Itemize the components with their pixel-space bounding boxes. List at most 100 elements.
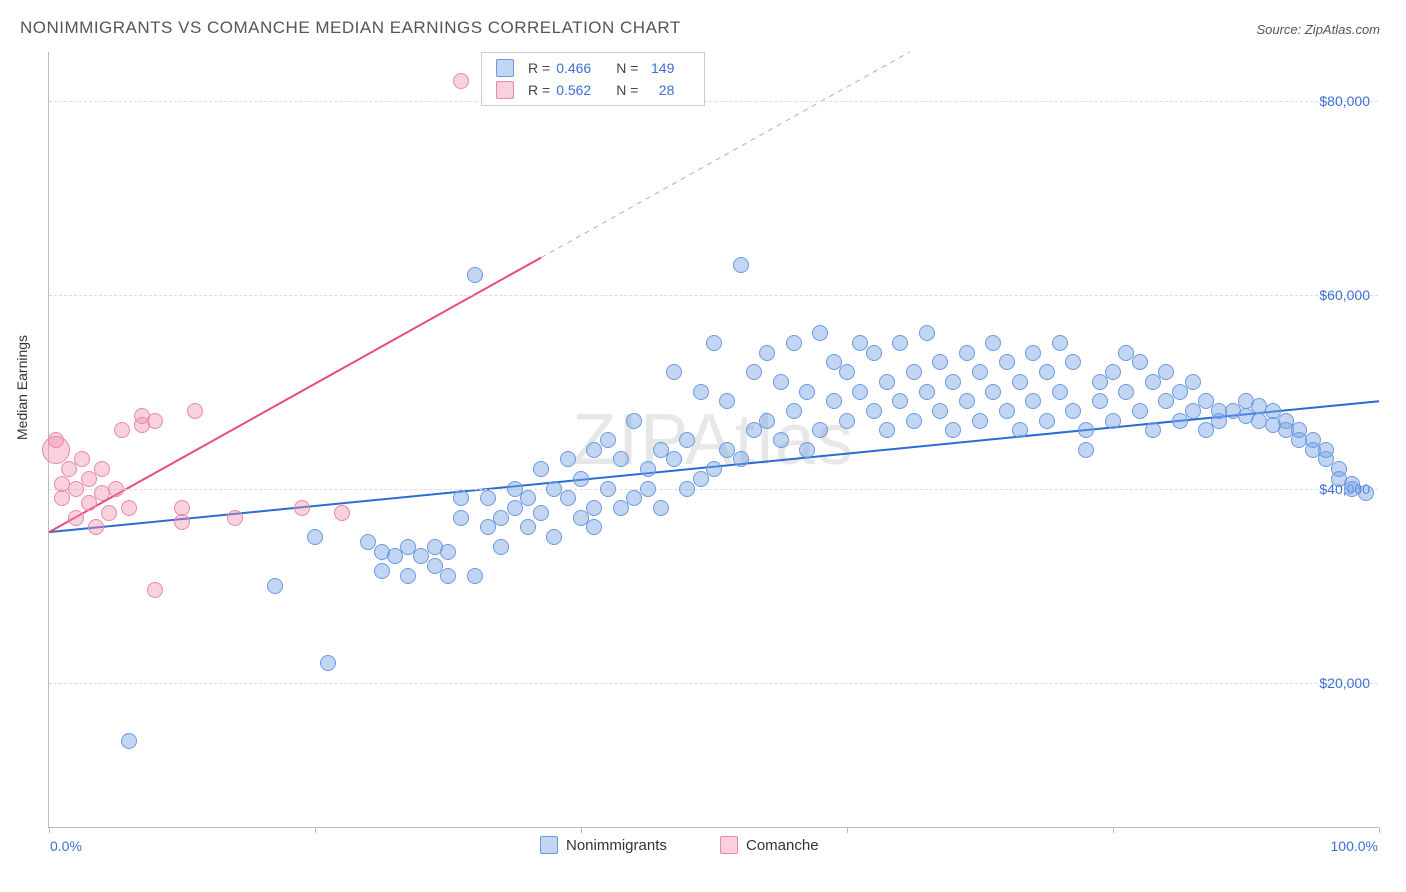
- scatter-point: [879, 422, 895, 438]
- scatter-point: [999, 403, 1015, 419]
- legend-swatch-icon: [496, 81, 514, 99]
- scatter-point: [759, 413, 775, 429]
- scatter-point: [773, 432, 789, 448]
- scatter-point: [640, 461, 656, 477]
- x-tick: [1113, 827, 1114, 833]
- scatter-point: [307, 529, 323, 545]
- gridline: [49, 683, 1378, 684]
- scatter-point: [666, 364, 682, 380]
- x-tick: [847, 827, 848, 833]
- scatter-point: [945, 374, 961, 390]
- scatter-point: [1132, 354, 1148, 370]
- scatter-point: [799, 384, 815, 400]
- scatter-point: [374, 563, 390, 579]
- scatter-point: [400, 568, 416, 584]
- scatter-point: [320, 655, 336, 671]
- scatter-point: [1052, 335, 1068, 351]
- scatter-point: [440, 568, 456, 584]
- scatter-point: [719, 393, 735, 409]
- scatter-point: [999, 354, 1015, 370]
- chart-title: NONIMMIGRANTS VS COMANCHE MEDIAN EARNING…: [20, 18, 681, 38]
- n-label: N =: [616, 82, 638, 98]
- scatter-point: [906, 364, 922, 380]
- scatter-point: [892, 335, 908, 351]
- scatter-point: [959, 393, 975, 409]
- x-tick: [581, 827, 582, 833]
- scatter-point: [892, 393, 908, 409]
- n-value: 149: [644, 60, 674, 76]
- scatter-point: [626, 413, 642, 429]
- r-label: R =: [528, 82, 550, 98]
- x-axis-min-label: 0.0%: [50, 838, 82, 854]
- scatter-point: [932, 403, 948, 419]
- scatter-point: [560, 490, 576, 506]
- scatter-point: [985, 384, 1001, 400]
- scatter-point: [440, 544, 456, 560]
- scatter-point: [1105, 364, 1121, 380]
- scatter-point: [733, 257, 749, 273]
- scatter-point: [453, 490, 469, 506]
- y-tick-label: $20,000: [1319, 675, 1370, 691]
- legend-swatch-icon: [540, 836, 558, 854]
- scatter-point: [666, 451, 682, 467]
- scatter-point: [759, 345, 775, 361]
- scatter-point: [1145, 422, 1161, 438]
- scatter-point: [839, 413, 855, 429]
- scatter-point: [786, 403, 802, 419]
- scatter-point: [121, 500, 137, 516]
- scatter-point: [1078, 442, 1094, 458]
- scatter-point: [68, 510, 84, 526]
- scatter-point: [906, 413, 922, 429]
- scatter-point: [679, 432, 695, 448]
- scatter-point: [693, 384, 709, 400]
- r-value: 0.466: [556, 60, 600, 76]
- scatter-point: [839, 364, 855, 380]
- legend-swatch-icon: [720, 836, 738, 854]
- scatter-point: [1132, 403, 1148, 419]
- scatter-point: [985, 335, 1001, 351]
- scatter-point: [1012, 374, 1028, 390]
- scatter-point: [174, 500, 190, 516]
- y-axis-label: Median Earnings: [14, 335, 30, 440]
- scatter-point: [94, 461, 110, 477]
- scatter-point: [187, 403, 203, 419]
- legend-series-label: Comanche: [746, 837, 819, 854]
- scatter-point: [1052, 384, 1068, 400]
- x-axis-max-label: 100.0%: [1331, 838, 1378, 854]
- scatter-point: [453, 73, 469, 89]
- scatter-point: [1185, 374, 1201, 390]
- legend-swatch-icon: [496, 59, 514, 77]
- scatter-point: [546, 529, 562, 545]
- scatter-point: [586, 519, 602, 535]
- scatter-point: [945, 422, 961, 438]
- y-tick-label: $80,000: [1319, 93, 1370, 109]
- scatter-point: [919, 384, 935, 400]
- scatter-point: [852, 384, 868, 400]
- scatter-point: [114, 422, 130, 438]
- gridline: [49, 295, 1378, 296]
- legend-series-1: Nonimmigrants: [540, 836, 667, 854]
- scatter-point: [1025, 345, 1041, 361]
- r-value: 0.562: [556, 82, 600, 98]
- legend-correlation-row: R =0.466N =149: [482, 57, 704, 79]
- scatter-point: [1092, 393, 1108, 409]
- gridline: [49, 489, 1378, 490]
- n-value: 28: [644, 82, 674, 98]
- scatter-point: [227, 510, 243, 526]
- scatter-point: [799, 442, 815, 458]
- r-label: R =: [528, 60, 550, 76]
- scatter-point: [1025, 393, 1041, 409]
- scatter-point: [1012, 422, 1028, 438]
- scatter-point: [533, 505, 549, 521]
- scatter-point: [812, 422, 828, 438]
- y-tick-label: $60,000: [1319, 287, 1370, 303]
- scatter-point: [74, 451, 90, 467]
- scatter-point: [334, 505, 350, 521]
- trend-lines-layer: [49, 52, 1378, 827]
- scatter-point: [653, 500, 669, 516]
- scatter-point: [959, 345, 975, 361]
- scatter-point: [733, 451, 749, 467]
- scatter-point: [560, 451, 576, 467]
- source-attribution: Source: ZipAtlas.com: [1256, 22, 1380, 37]
- scatter-point: [706, 461, 722, 477]
